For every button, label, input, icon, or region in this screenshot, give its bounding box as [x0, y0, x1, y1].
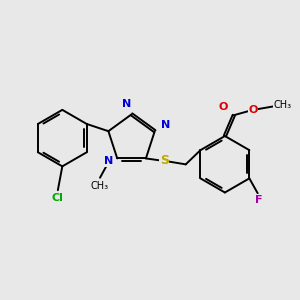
Text: CH₃: CH₃ [273, 100, 291, 110]
Text: F: F [254, 195, 262, 205]
Text: O: O [248, 105, 258, 115]
Text: Cl: Cl [51, 193, 63, 202]
Text: CH₃: CH₃ [90, 181, 109, 191]
Text: O: O [219, 102, 228, 112]
Text: S: S [160, 154, 169, 167]
Text: N: N [160, 120, 170, 130]
Text: N: N [122, 99, 132, 109]
Text: N: N [104, 156, 113, 167]
